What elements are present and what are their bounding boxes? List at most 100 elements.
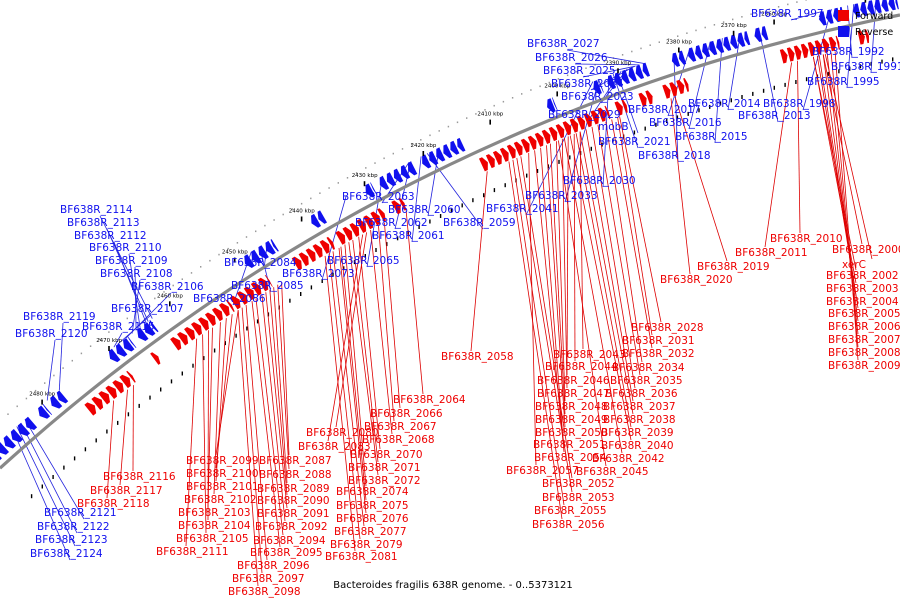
guide-dot (375, 248, 377, 252)
leader-line (427, 147, 440, 217)
reverse-gene-label: BF638R_2024 (551, 78, 624, 90)
forward-gene-label: BF638R_2035 (610, 375, 683, 387)
guide-dot (483, 193, 485, 198)
reverse-gene-label: BF638R_2023 (561, 91, 634, 103)
leader-line (213, 322, 221, 495)
reverse-gene-label: BF638R_2120 (15, 328, 88, 340)
leader-line (207, 327, 213, 508)
forward-gene-label: BF638R_2077 (334, 526, 407, 538)
forward-gene-label: BF638R_2083 (298, 441, 371, 453)
reverse-gene (716, 38, 725, 53)
forward-gene-label: BF638R_2071 (348, 462, 421, 474)
leader-line (269, 289, 288, 496)
forward-gene (349, 223, 360, 237)
forward-gene (190, 322, 202, 336)
forward-gene (198, 317, 209, 331)
guide-dot (752, 91, 754, 96)
reverse-gene (393, 168, 404, 183)
guide-dot (773, 85, 775, 90)
guide-dot (827, 71, 829, 76)
leader-line (370, 230, 393, 435)
forward-gene-label: BF638R_2095 (250, 547, 323, 559)
leader-line (332, 251, 365, 527)
leader-line (834, 51, 859, 361)
leader-line (46, 339, 56, 401)
guide-dot (218, 253, 220, 256)
reverse-gene-label: BF638R_2073 (282, 268, 355, 280)
guide-dot (472, 198, 474, 203)
guide-dot (181, 278, 183, 280)
forward-gene (485, 154, 495, 169)
tick-label: 2430 kbp (352, 173, 378, 179)
forward-gene-label: BF638R_2000 (832, 244, 900, 256)
reverse-gene-label: BF638R_2021 (598, 136, 671, 148)
reverse-gene-label: BF638R_2084 (224, 257, 297, 269)
reverse-gene-label: BF638R_2108 (100, 268, 173, 280)
forward-gene-label: BF638R_2054 (534, 452, 607, 464)
guide-dot (84, 447, 87, 452)
reverse-gene (38, 405, 51, 419)
guide-dot (461, 203, 463, 208)
forward-gene-label: BF638R_2092 (255, 521, 328, 533)
guide-dot (640, 47, 642, 50)
reverse-gene-label: BF638R_2063 (342, 191, 415, 203)
reverse-gene-label: BF638R_2085 (231, 280, 304, 292)
guide-dot (332, 272, 334, 277)
guide-dot (429, 134, 431, 137)
guide-dot (99, 338, 101, 340)
forward-gene (864, 29, 869, 44)
forward-gene (391, 200, 401, 215)
leader-line (241, 307, 263, 574)
forward-gene (150, 352, 161, 365)
tick-mark (732, 30, 735, 36)
forward-gene-label: BF638R_2100 (186, 468, 259, 480)
forward-gene (326, 236, 335, 250)
guide-dot (548, 81, 550, 84)
forward-gene-label: BF638R_2043 (553, 349, 626, 361)
guide-dot (264, 224, 266, 227)
guide-dot (601, 142, 603, 147)
forward-gene (621, 99, 628, 113)
guide-dot (138, 403, 140, 408)
leader-line (528, 152, 537, 466)
reverse-gene (17, 422, 31, 437)
reverse-gene (108, 348, 121, 363)
guide-dot (71, 359, 73, 362)
forward-gene-label: BF638R_2038 (603, 414, 676, 426)
forward-gene (676, 79, 685, 95)
forward-gene-label: BF638R_2003 (826, 283, 899, 295)
forward-gene-label: xerC (842, 259, 866, 271)
reverse-gene-label: mobB (598, 121, 629, 133)
forward-gene-label: BF638R_2051 (533, 439, 606, 451)
leader-line (58, 322, 64, 391)
leader-line (802, 9, 832, 111)
guide-dot (7, 413, 9, 415)
forward-gene (513, 141, 523, 156)
reverse-gene (311, 213, 322, 228)
leader-line (384, 222, 401, 409)
forward-gene-label: BF638R_2011 (735, 247, 808, 259)
forward-gene (112, 380, 124, 394)
leader-line (534, 150, 565, 453)
reverse-gene (754, 27, 763, 43)
forward-gene-label: BF638R_2044 (545, 361, 618, 373)
leader-line (758, 27, 779, 123)
guide-dot (649, 44, 651, 46)
leader-line (508, 161, 563, 520)
guide-dot (881, 59, 883, 64)
guide-dot (364, 254, 366, 258)
forward-gene (562, 121, 572, 136)
reverse-gene-label: BF638R_2062 (355, 217, 428, 229)
forward-gene-label: BF638R_2005 (828, 308, 900, 320)
forward-gene-label: BF638R_2052 (542, 478, 615, 490)
leader-line (411, 156, 422, 243)
guide-dot (170, 379, 173, 384)
reverse-gene-label: BF638R_2014 (688, 98, 761, 110)
leader-line (378, 225, 395, 422)
forward-gene-label: BF638R_2075 (336, 500, 409, 512)
guide-dot (44, 382, 46, 384)
guide-dot (795, 80, 797, 84)
forward-gene-label: BF638R_2050 (535, 427, 608, 439)
reverse-gene (127, 336, 137, 349)
forward-gene-label: BF638R_2097 (232, 573, 305, 585)
